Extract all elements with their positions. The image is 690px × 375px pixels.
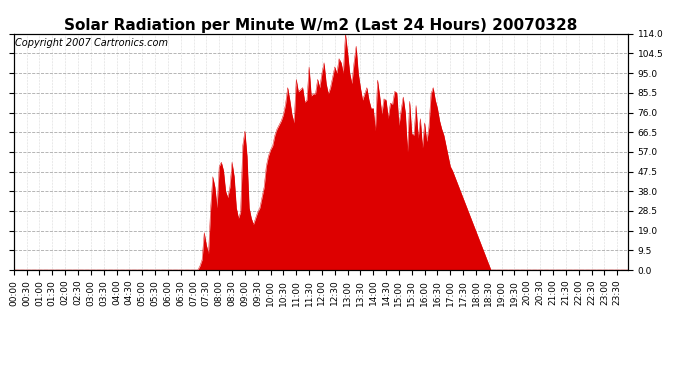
Text: Copyright 2007 Cartronics.com: Copyright 2007 Cartronics.com [15,39,168,48]
Title: Solar Radiation per Minute W/m2 (Last 24 Hours) 20070328: Solar Radiation per Minute W/m2 (Last 24… [64,18,578,33]
